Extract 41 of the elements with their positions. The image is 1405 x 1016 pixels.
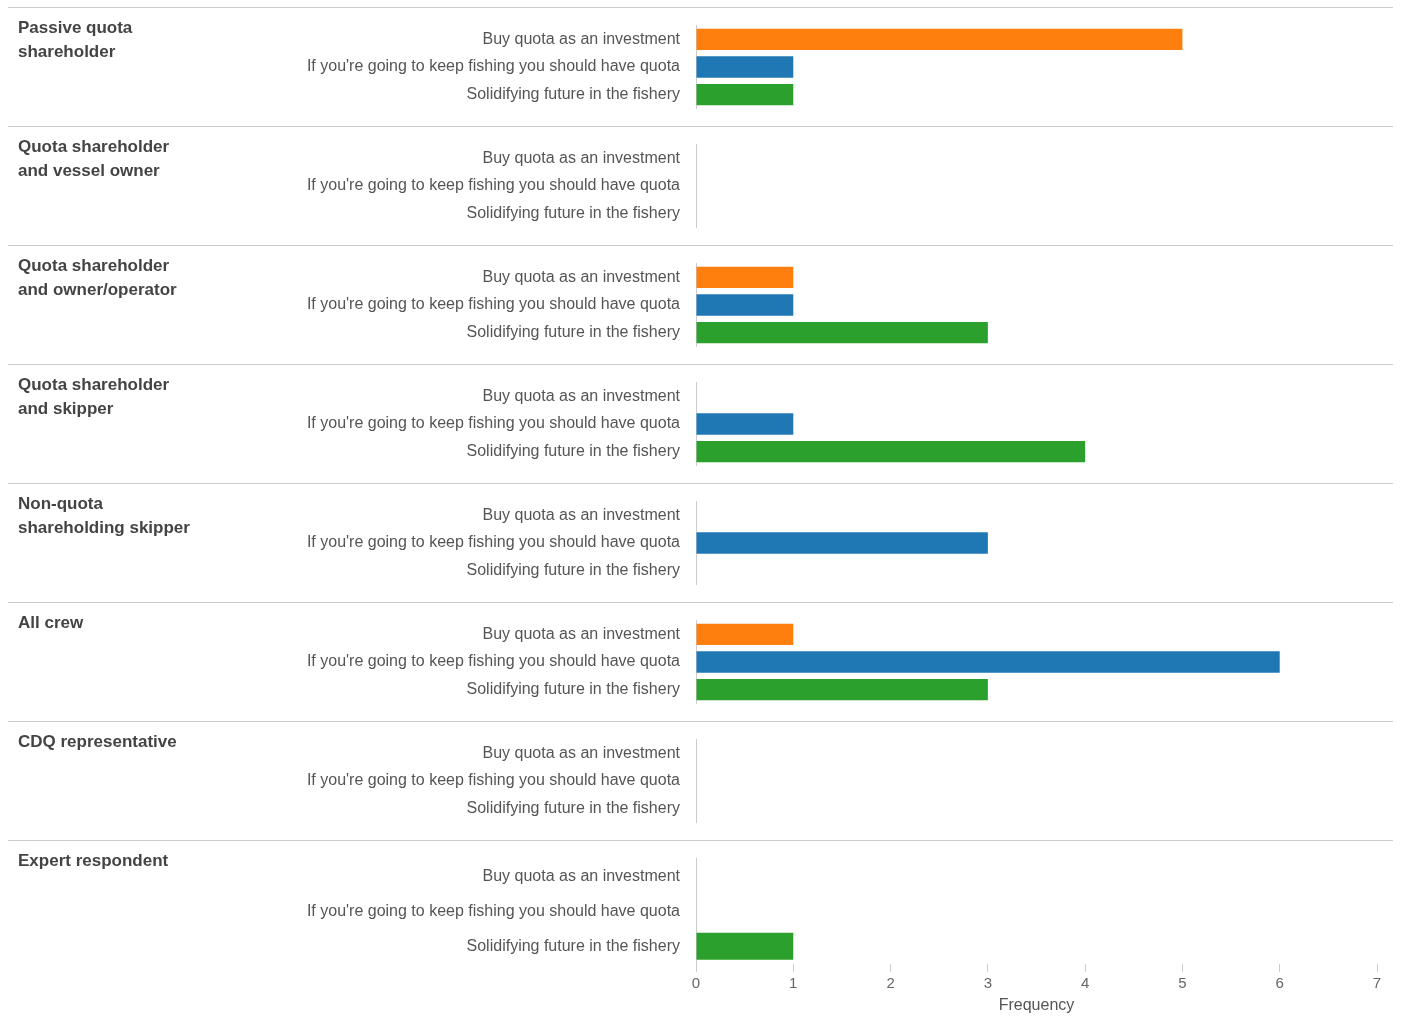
x-tick-label: 1 xyxy=(789,973,798,991)
y-axis-title: Non-quota shareholding skipper xyxy=(18,493,191,539)
y-tick-label: Buy quota as an investment xyxy=(482,743,681,761)
y-axis-title: Expert respondent xyxy=(18,850,170,872)
x-tick-label: 2 xyxy=(886,973,895,991)
y-tick-label: Solidifying future in the fishery xyxy=(466,799,680,817)
x-tick-label: 0 xyxy=(691,973,701,991)
y-tick-label: Buy quota as an investment xyxy=(482,866,681,884)
x-axis-title: Frequency xyxy=(998,995,1075,1013)
y-tick-label: If you're going to keep fishing you should have quota xyxy=(306,533,681,551)
x-tick-label: 4 xyxy=(1080,973,1090,991)
y-tick-label: Solidifying future in the fishery xyxy=(466,680,680,698)
x-tick-label: 7 xyxy=(1372,973,1382,991)
y-tick-label: If you're going to keep fishing you should have quota xyxy=(306,176,681,194)
y-tick-label: If you're going to keep fishing you should have quota xyxy=(306,901,681,919)
x-tick-label: 6 xyxy=(1275,973,1284,991)
y-axis-title: Quota shareholder and owner/operator xyxy=(18,255,178,301)
y-tick-label: Solidifying future in the fishery xyxy=(466,85,680,103)
y-tick-label: If you're going to keep fishing you should have quota xyxy=(306,295,681,313)
y-tick-label: Solidifying future in the fishery xyxy=(466,204,680,222)
y-tick-label: Solidifying future in the fishery xyxy=(466,561,680,579)
x-tick-label: 3 xyxy=(983,973,993,991)
y-tick-label: If you're going to keep fishing you should have quota xyxy=(306,414,681,432)
y-tick-label: Buy quota as an investment xyxy=(482,29,681,47)
y-tick-label: Buy quota as an investment xyxy=(482,148,681,166)
y-axis-title: Quota shareholder and vessel owner xyxy=(18,136,171,182)
y-tick-label: Buy quota as an investment xyxy=(482,386,681,404)
y-axis-title: All crew xyxy=(18,612,85,634)
y-tick-label: If you're going to keep fishing you should have quota xyxy=(306,652,681,670)
y-axis-title: Passive quota shareholder xyxy=(18,17,134,63)
y-tick-label: Solidifying future in the fishery xyxy=(466,442,680,460)
y-axis-title: Quota shareholder and skipper xyxy=(18,374,171,420)
y-tick-label: If you're going to keep fishing you should have quota xyxy=(306,57,681,75)
x-tick-label: 5 xyxy=(1178,973,1187,991)
y-tick-label: Buy quota as an investment xyxy=(482,505,681,523)
y-axis-title: CDQ representative xyxy=(18,731,178,753)
y-tick-label: Solidifying future in the fishery xyxy=(466,323,680,341)
y-tick-label: Buy quota as an investment xyxy=(482,267,681,285)
y-tick-label: Buy quota as an investment xyxy=(482,624,681,642)
y-tick-label: Solidifying future in the fishery xyxy=(466,936,680,954)
y-tick-label: If you're going to keep fishing you should have quota xyxy=(306,771,681,789)
